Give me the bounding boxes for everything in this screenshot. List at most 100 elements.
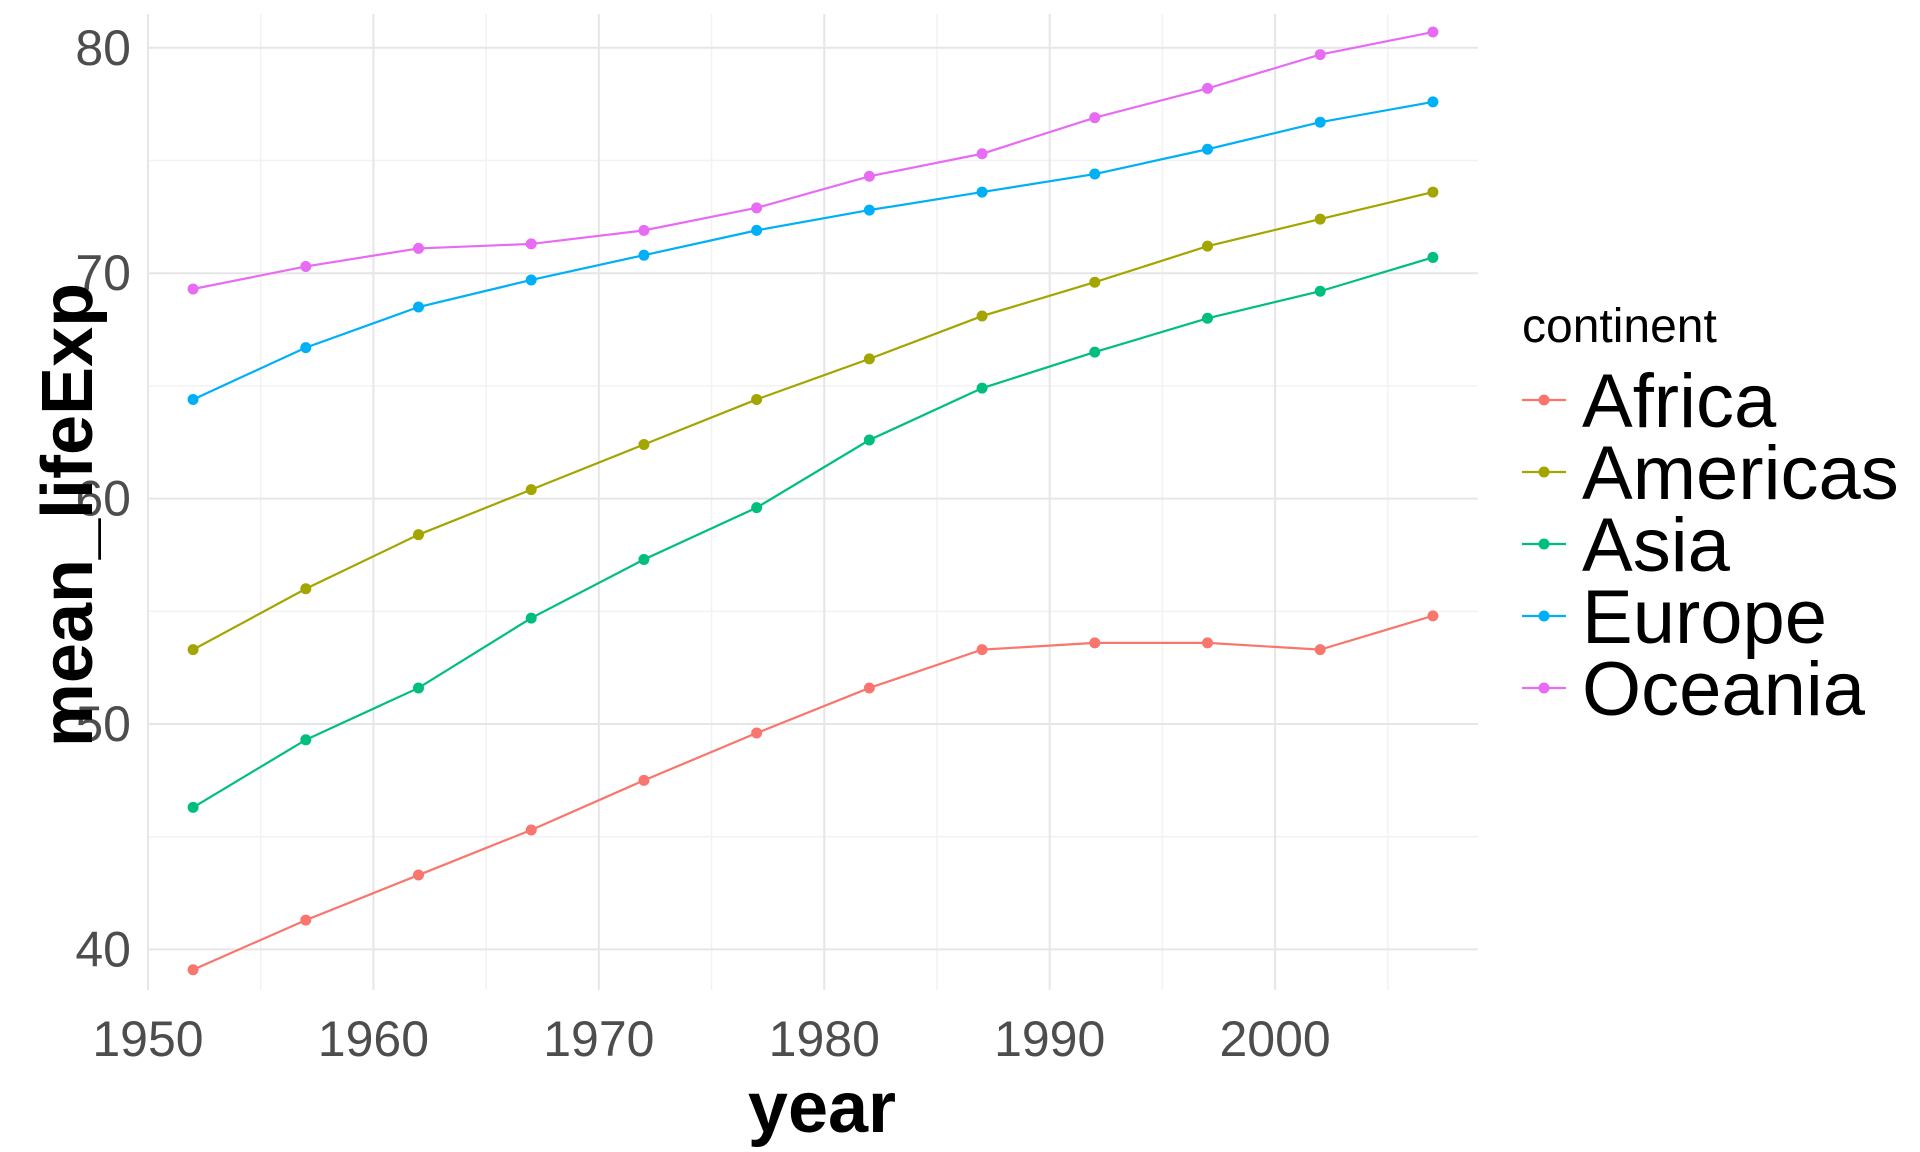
series-africa bbox=[187, 610, 1439, 976]
x-tick-label: 1950 bbox=[92, 1011, 203, 1067]
legend-key-point bbox=[1538, 538, 1550, 550]
legend-label: Oceania bbox=[1582, 647, 1866, 732]
series-line-oceania bbox=[192, 30, 1434, 291]
data-point bbox=[525, 484, 537, 496]
series-europe bbox=[187, 96, 1439, 405]
data-point bbox=[1427, 610, 1439, 622]
data-point bbox=[1089, 276, 1101, 288]
data-point bbox=[638, 224, 650, 236]
legend-label: Europe bbox=[1582, 575, 1827, 660]
data-point bbox=[1201, 312, 1213, 324]
data-point bbox=[638, 439, 650, 451]
data-point bbox=[976, 148, 988, 160]
legend-title: continent bbox=[1522, 300, 1717, 353]
series-asia bbox=[187, 251, 1439, 813]
data-point bbox=[976, 310, 988, 322]
data-point bbox=[638, 774, 650, 786]
x-axis-ticks: 1950 1960 1970 1980 1990 2000 bbox=[92, 1011, 1330, 1067]
x-tick-label: 2000 bbox=[1220, 1011, 1331, 1067]
y-tick-label: 80 bbox=[75, 20, 131, 76]
data-point bbox=[1427, 26, 1439, 38]
legend-item-americas: Americas bbox=[1522, 431, 1899, 516]
data-point bbox=[187, 644, 199, 656]
data-point bbox=[1089, 112, 1101, 124]
series-line-asia bbox=[192, 256, 1434, 809]
legend-key-point bbox=[1538, 682, 1550, 694]
data-point bbox=[525, 274, 537, 286]
data-point bbox=[300, 914, 312, 926]
series-americas bbox=[187, 186, 1439, 656]
data-point bbox=[413, 301, 425, 313]
x-tick-label: 1990 bbox=[994, 1011, 1105, 1067]
data-point bbox=[525, 238, 537, 250]
data-point bbox=[187, 801, 199, 813]
data-point bbox=[751, 224, 763, 236]
y-tick-label: 70 bbox=[75, 245, 131, 301]
data-point bbox=[1314, 285, 1326, 297]
legend-item-europe: Europe bbox=[1522, 575, 1827, 660]
data-point bbox=[1427, 251, 1439, 263]
data-point bbox=[525, 824, 537, 836]
series-line-europe bbox=[192, 100, 1434, 401]
data-point bbox=[1427, 96, 1439, 108]
series-oceania bbox=[187, 26, 1439, 295]
legend-key-point bbox=[1538, 466, 1550, 478]
data-point bbox=[863, 170, 875, 182]
data-point bbox=[1427, 186, 1439, 198]
data-point bbox=[863, 204, 875, 216]
data-point bbox=[413, 529, 425, 541]
legend-item-asia: Asia bbox=[1522, 503, 1731, 588]
y-tick-label: 40 bbox=[75, 921, 131, 977]
data-point bbox=[1089, 637, 1101, 649]
y-tick-label: 60 bbox=[75, 471, 131, 527]
data-point bbox=[751, 393, 763, 405]
x-tick-label: 1970 bbox=[543, 1011, 654, 1067]
data-point bbox=[300, 260, 312, 272]
series-layer bbox=[187, 26, 1439, 976]
legend-item-africa: Africa bbox=[1522, 359, 1777, 444]
data-point bbox=[1201, 240, 1213, 252]
data-point bbox=[1089, 168, 1101, 180]
data-point bbox=[187, 964, 199, 976]
data-point bbox=[751, 202, 763, 214]
data-point bbox=[638, 249, 650, 261]
legend-label: Asia bbox=[1582, 503, 1731, 588]
data-point bbox=[1201, 82, 1213, 94]
data-point bbox=[751, 502, 763, 514]
data-point bbox=[413, 869, 425, 881]
data-point bbox=[751, 727, 763, 739]
data-point bbox=[187, 393, 199, 405]
data-point bbox=[863, 434, 875, 446]
data-point bbox=[863, 682, 875, 694]
x-tick-label: 1980 bbox=[769, 1011, 880, 1067]
data-point bbox=[1314, 116, 1326, 128]
data-point bbox=[187, 283, 199, 295]
legend-label: Americas bbox=[1582, 431, 1899, 516]
data-point bbox=[863, 353, 875, 365]
data-point bbox=[1314, 213, 1326, 225]
data-point bbox=[525, 612, 537, 624]
data-point bbox=[300, 342, 312, 354]
legend-item-oceania: Oceania bbox=[1522, 647, 1866, 732]
series-line-africa bbox=[192, 614, 1434, 971]
series-line-americas bbox=[192, 190, 1434, 651]
data-point bbox=[413, 242, 425, 254]
x-axis-title: year bbox=[748, 1068, 896, 1148]
data-point bbox=[1201, 637, 1213, 649]
data-point bbox=[638, 553, 650, 565]
data-point bbox=[300, 734, 312, 746]
data-point bbox=[1314, 49, 1326, 61]
legend-key-point bbox=[1538, 394, 1550, 406]
legend-label: Africa bbox=[1582, 359, 1777, 444]
legend: continent AfricaAmericasAsiaEuropeOceani… bbox=[1522, 300, 1899, 732]
y-axis-ticks: 40 50 60 70 80 bbox=[75, 20, 131, 978]
legend-key-point bbox=[1538, 610, 1550, 622]
data-point bbox=[976, 382, 988, 394]
data-point bbox=[413, 682, 425, 694]
x-tick-label: 1960 bbox=[318, 1011, 429, 1067]
data-point bbox=[1089, 346, 1101, 358]
data-point bbox=[976, 186, 988, 198]
y-tick-label: 50 bbox=[75, 696, 131, 752]
grid-lines bbox=[147, 14, 1478, 990]
